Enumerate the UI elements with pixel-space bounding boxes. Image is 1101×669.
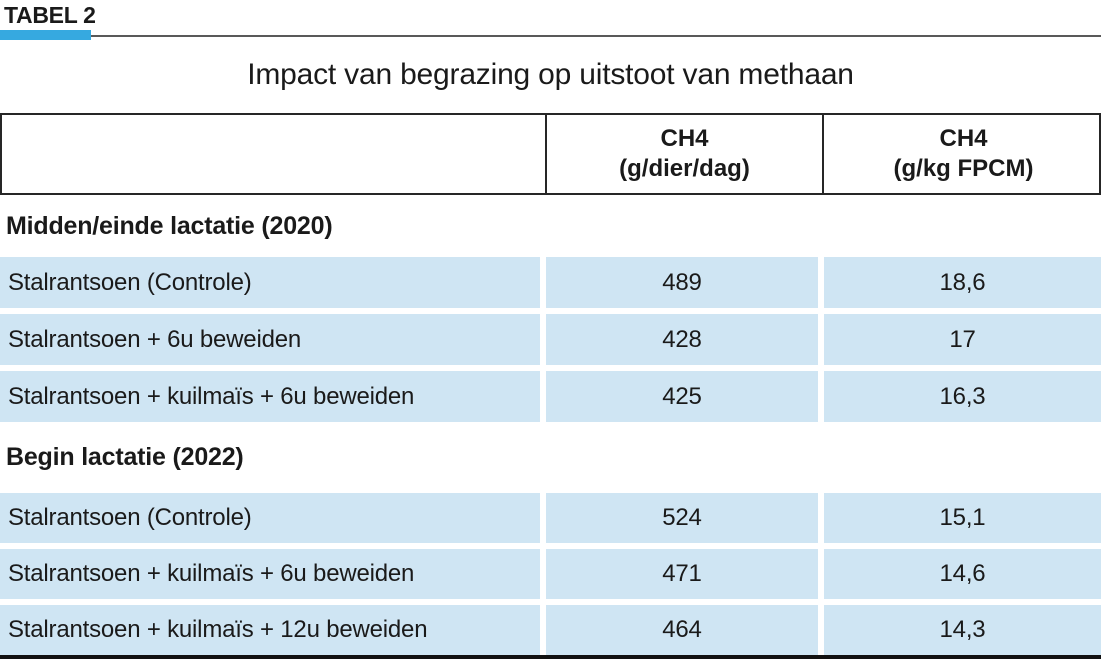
section-header-begin-lactatie: Begin lactatie (2022): [6, 443, 244, 471]
row-value-ch4-fpcm: 14,3: [824, 605, 1101, 655]
row-label: Stalrantsoen + kuilmaïs + 6u beweiden: [0, 549, 540, 599]
header-rule: [0, 35, 1101, 37]
row-value-ch4-day: 428: [546, 314, 818, 365]
row-value-ch4-day: 425: [546, 371, 818, 422]
row-label: Stalrantsoen (Controle): [0, 257, 540, 308]
header-cell-line1: CH4: [939, 125, 988, 152]
table-title: Impact van begrazing op uitstoot van met…: [247, 58, 854, 91]
section-rows-2020: Stalrantsoen (Controle) 489 18,6 Stalran…: [0, 257, 1101, 422]
header-cell-empty: [2, 115, 545, 193]
row-value-ch4-fpcm: 15,1: [824, 493, 1101, 543]
header-cell-ch4-per-day: CH4 (g/dier/dag): [545, 115, 822, 193]
section-header-midden-einde-lactatie: Midden/einde lactatie (2020): [6, 211, 333, 240]
row-value-ch4-fpcm: 17: [824, 314, 1101, 365]
header-cell-ch4-per-kg-fpcm: CH4 (g/kg FPCM): [822, 115, 1101, 193]
row-value-ch4-day: 524: [546, 493, 818, 543]
header-cell-line2: (g/dier/dag): [619, 155, 750, 182]
row-label: Stalrantsoen + kuilmaïs + 6u beweiden: [0, 371, 540, 422]
row-value-ch4-fpcm: 16,3: [824, 371, 1101, 422]
header-cell-line1: CH4: [660, 125, 709, 152]
row-value-ch4-fpcm: 18,6: [824, 257, 1101, 308]
header-cell-line2: (g/kg FPCM): [893, 155, 1034, 182]
row-value-ch4-day: 489: [546, 257, 818, 308]
table-tag: TABEL 2: [4, 2, 96, 28]
row-label: Stalrantsoen + 6u beweiden: [0, 314, 540, 365]
row-value-ch4-fpcm: 14,6: [824, 549, 1101, 599]
tag-accent-bar: [0, 30, 91, 40]
section-rows-2022: Stalrantsoen (Controle) 524 15,1 Stalran…: [0, 493, 1101, 655]
row-value-ch4-day: 471: [546, 549, 818, 599]
row-value-ch4-day: 464: [546, 605, 818, 655]
table-bottom-rule: [0, 655, 1101, 659]
table-header-row: CH4 (g/dier/dag) CH4 (g/kg FPCM): [0, 113, 1101, 195]
row-label: Stalrantsoen (Controle): [0, 493, 540, 543]
row-label: Stalrantsoen + kuilmaïs + 12u beweiden: [0, 605, 540, 655]
